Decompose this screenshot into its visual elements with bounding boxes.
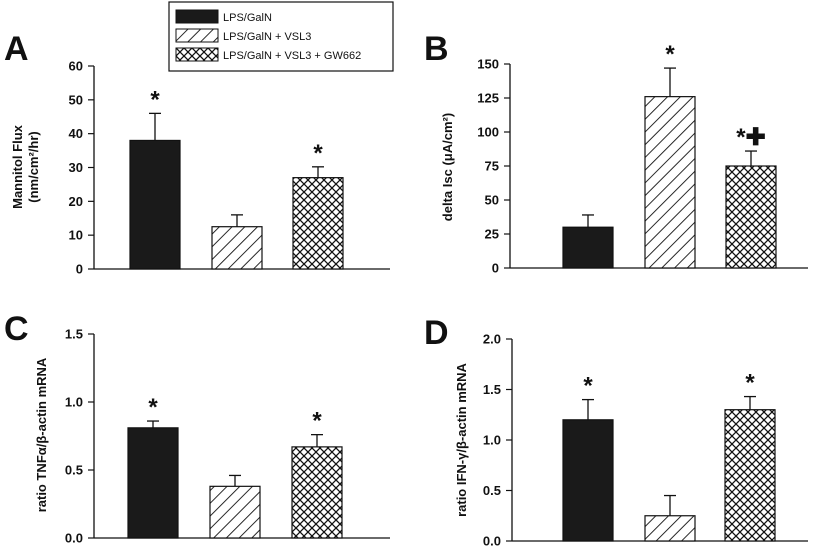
significance-marker-gw662: * <box>313 140 323 167</box>
y-tick-label: 1.0 <box>483 433 501 448</box>
y-tick-label: 1.5 <box>483 382 501 397</box>
legend-swatch-gw662 <box>175 47 219 62</box>
bar-lps-galn <box>129 139 181 270</box>
y-tick-label: 25 <box>485 227 499 242</box>
legend: LPS/GalN LPS/GalN + VSL3 LPS/GalN + VSL3… <box>168 1 394 72</box>
legend-label-gw662: LPS/GalN + VSL3 + GW662 <box>223 50 361 62</box>
panel-a: A 0 10 20 30 40 50 60 Mannitol Flux(nm/cm²/hr) * * <box>4 30 390 277</box>
bar-gw662 <box>724 409 776 542</box>
panel-letter: C <box>4 310 29 348</box>
bar-lps-galn <box>127 427 179 539</box>
y-tick-label: 50 <box>485 193 499 208</box>
bar-vsl3 <box>211 226 263 270</box>
legend-swatch-lps-galn <box>175 9 219 24</box>
y-tick-label: 50 <box>69 92 83 107</box>
y-tick-label: 30 <box>69 160 83 175</box>
bar-lps-galn <box>562 419 614 542</box>
panel-c: C 0.0 0.5 1.0 1.5 ratio TNFα/β-actin mRNA * * <box>4 310 390 546</box>
legend-label-lps-galn: LPS/GalN <box>223 12 272 24</box>
bar-vsl3 <box>209 485 261 539</box>
y-tick-label: 1.0 <box>65 395 83 410</box>
y-tick-label: 0.5 <box>65 463 83 478</box>
panel-letter: A <box>4 30 29 68</box>
legend-swatch-vsl3 <box>175 28 219 43</box>
bar-vsl3 <box>644 515 696 542</box>
panel-letter: B <box>424 30 449 68</box>
y-axis-label: Mannitol Flux(nm/cm²/hr) <box>10 124 41 209</box>
y-tick-label: 150 <box>477 57 499 72</box>
y-tick-label: 125 <box>477 91 499 106</box>
panel-b: B 0 25 50 75 100 125 150 delta Isc (μA/cm²) * *✚ <box>424 30 808 276</box>
y-tick-label: 0.0 <box>483 534 501 548</box>
y-axis-label: ratio TNFα/β-actin mRNA <box>34 357 49 512</box>
bar-gw662 <box>725 165 777 269</box>
y-tick-label: 0 <box>492 261 499 276</box>
bar-gw662 <box>292 177 344 270</box>
panel-letter: D <box>424 314 449 352</box>
y-tick-label: 0 <box>76 262 83 277</box>
panel-d: D 0.0 0.5 1.0 1.5 2.0 ratio IFN-γ/β-actin mRNA… <box>424 314 808 548</box>
legend-label-vsl3: LPS/GalN + VSL3 <box>223 31 311 43</box>
y-tick-label: 100 <box>477 125 499 140</box>
bar-vsl3 <box>644 96 696 269</box>
y-tick-label: 20 <box>69 194 83 209</box>
y-axis-label: delta Isc (μA/cm²) <box>440 113 455 221</box>
bar-lps-galn <box>562 226 614 269</box>
y-axis-label: ratio IFN-γ/β-actin mRNA <box>454 362 469 516</box>
significance-marker-lps-galn: * <box>148 394 158 421</box>
y-tick-label: 60 <box>69 59 83 74</box>
significance-marker-gw662: *✚ <box>736 124 765 151</box>
y-tick-label: 75 <box>485 159 499 174</box>
y-tick-label: 40 <box>69 126 83 141</box>
bar-gw662 <box>291 446 343 539</box>
y-tick-label: 0.5 <box>483 483 501 498</box>
y-tick-label: 2.0 <box>483 332 501 347</box>
significance-marker-gw662: * <box>312 408 322 435</box>
significance-marker-lps-galn: * <box>150 86 160 113</box>
y-tick-label: 1.5 <box>65 327 83 342</box>
y-tick-label: 0.0 <box>65 531 83 546</box>
significance-marker-lps-galn: * <box>583 373 593 400</box>
y-tick-label: 10 <box>69 228 83 243</box>
significance-marker-vsl3: * <box>665 41 675 68</box>
significance-marker-gw662: * <box>745 370 755 397</box>
